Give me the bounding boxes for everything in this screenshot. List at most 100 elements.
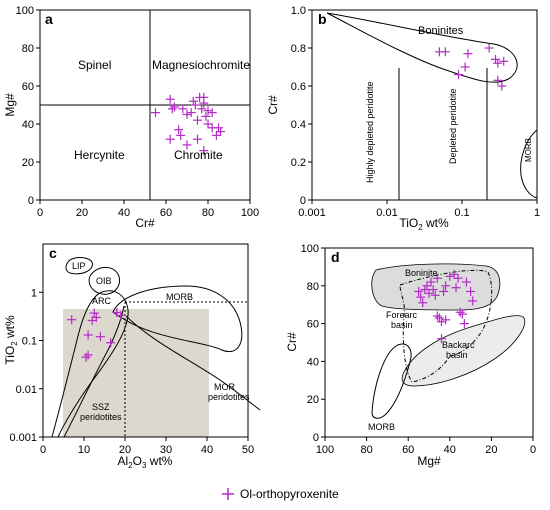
panel-d-regions [371,263,526,419]
panel-b-data-point [460,62,470,72]
region-label-mor: MOR [214,382,235,392]
panel-d-ytick-label: 60 [307,319,319,331]
panel-a-data-point [211,130,221,140]
morb-field-b [520,129,538,199]
panel-a-data-point [193,115,202,125]
panel-c-xlabel: Al2O3 wt% [118,454,173,470]
panel-a-ytick-label: 0 [28,195,34,207]
panel-a-xtick-label: 40 [118,207,130,219]
panel-d-data-point [445,271,455,281]
panel-d-xtick-label: 80 [360,444,372,456]
panel-a-data-point [151,108,160,118]
region-label-oib: OIB [96,276,112,286]
arc-field [51,290,129,438]
panel-a-data-point [188,96,198,106]
panel-d-xticks: 100 80 60 40 20 0 [316,437,536,456]
region-label-forearc-basin: basin [391,320,413,330]
panel-a-letter: a [45,11,53,27]
panel-b-data-point [493,58,503,68]
panel-d: 100 80 60 40 20 0 0 20 40 60 80 100 d Boninite For… [285,243,536,468]
panel-b-xticks: 0.001 0.01 0.1 1 [298,200,540,219]
panel-d-data-point [426,277,436,287]
panel-b-ytick-label: 0.8 [291,43,306,55]
panel-d-ytick-label: 0 [313,432,319,444]
region-label-spinel: Spinel [78,58,111,72]
panel-c-data-point [67,315,77,325]
panel-c-data-point [116,310,126,320]
panel-b-ytick-label: 0.4 [291,119,306,131]
panel-d-axes [324,247,534,438]
panel-d-data-point [436,317,446,327]
panel-b-points [434,43,509,91]
region-label-lip: LIP [72,261,86,271]
panel-d-data-point [468,296,478,306]
panel-c-letter: c [49,245,57,261]
panel-a-data-point [197,104,207,114]
region-label-ssz-peridotites: peridotites [80,412,122,422]
panel-a-data-point [207,108,217,118]
panel-c-data-point [89,308,99,318]
panel-c-ytick-label: 0.001 [9,432,37,444]
panel-a-data-point [199,146,209,156]
panel-b-axes [311,9,538,201]
panel-d-yticks: 0 20 40 60 80 100 [301,243,325,444]
panel-c-xtick-label: 50 [242,444,254,456]
panel-c-xtick-label: 10 [78,444,90,456]
region-label-highly-depleted-peridotite: Highly depleted peridotite [365,81,375,183]
panel-d-xtick-label: 60 [402,444,414,456]
panel-d-points [414,269,478,344]
panel-b-data-point [484,43,494,53]
panel-d-data-point [434,313,444,323]
panel-a-data-point [186,108,196,118]
panel-d-data-point [422,281,432,291]
panel-d-data-point [418,298,428,308]
panel-c-xticks: 0 10 20 30 40 50 [40,437,254,456]
panel-b-ylabel: Cr# [266,95,280,115]
panel-c-xtick-label: 30 [160,444,172,456]
region-label-backarc: Backarc [442,340,475,350]
panel-d-data-point [441,281,451,291]
panel-b-data-point [497,81,507,91]
oib-field [88,267,121,295]
panel-c-data-point [83,350,93,360]
panel-c-ytick-label: 0.01 [16,384,37,396]
panel-b-xtick-label: 0.001 [298,207,326,219]
panel-a-data-point [165,94,175,104]
panel-a-data-point [178,104,188,114]
panel-b-data-point [463,49,473,59]
panel-a-axes [39,9,251,201]
panel-b-ytick-label: 1.0 [291,5,306,17]
panel-b-data-point [440,47,450,57]
panel-d-xtick-label: 0 [530,444,536,456]
panel-b-xtick-label: 0.01 [376,207,397,219]
panel-a-data-point [190,100,200,110]
panel-a-xtick-label: 0 [37,207,43,219]
panel-a-data-point [203,119,213,129]
panel-b-letter: b [318,11,327,27]
panel-a-data-point [214,123,223,133]
panel-a-xlabel: Cr# [135,216,155,230]
panel-a-data-point [176,130,186,140]
panel-d-xlabel: Mg# [417,454,441,468]
panel-d-data-point [436,334,446,344]
panel-b-ytick-label: 0.6 [291,81,306,93]
panel-d-data-point [451,283,461,293]
panel-b-xtick-label: 1 [534,207,540,219]
panel-b: 0.001 0.01 0.1 1 0 0.2 0.4 0.6 0.8 1.0 b Boninit… [266,5,540,232]
panel-a-data-point [174,125,184,135]
panel-c-regions [51,257,261,438]
mor-field [125,315,261,411]
panel-d-ytick-label: 40 [307,356,319,368]
panel-a-regions [40,10,250,200]
panel-a-xtick-label: 20 [76,207,88,219]
panel-d-data-point [428,285,438,295]
panel-d-data-point [430,290,440,300]
panel-b-data-point [491,54,501,64]
panel-c-xtick-label: 0 [40,444,46,456]
region-label-arc: ARC [92,296,112,306]
panel-a-ytick-label: 100 [16,5,34,17]
panel-c-data-point [81,352,91,362]
panel-a-data-point [169,102,179,112]
panel-b-xlabel: TiO2 wt% [399,216,449,232]
panel-a: 0 20 40 60 80 100 0 20 40 60 80 100 a Spinel Magne… [3,5,259,230]
